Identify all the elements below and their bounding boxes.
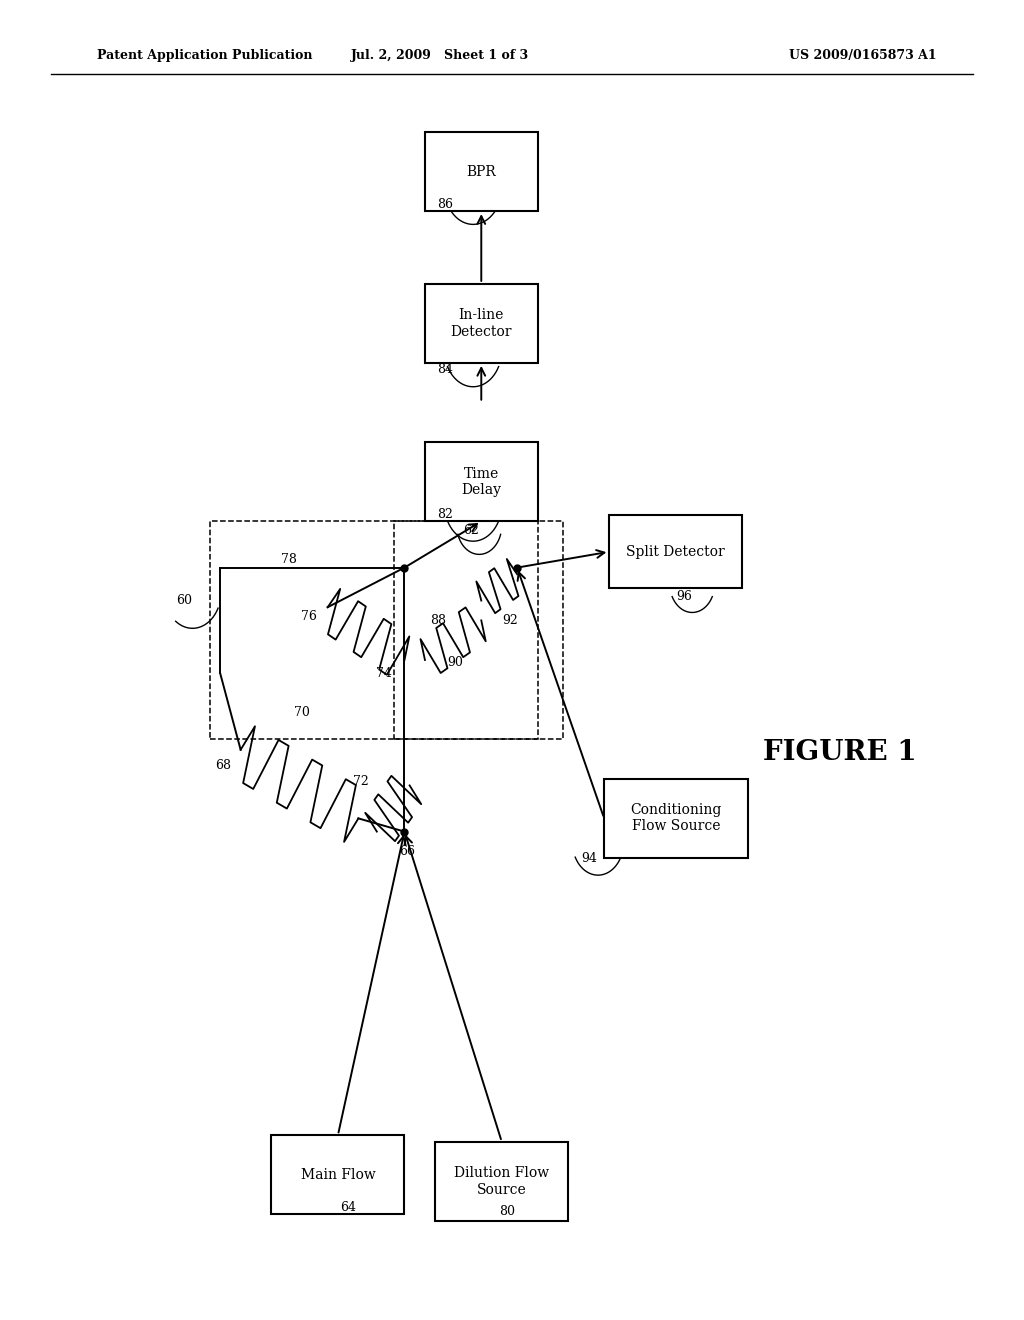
Bar [609, 516, 742, 589]
Bar [394, 521, 563, 739]
Text: 62: 62 [463, 524, 479, 537]
Bar [210, 521, 538, 739]
Text: 64: 64 [340, 1201, 356, 1214]
Text: BPR: BPR [466, 165, 497, 178]
Text: 66: 66 [399, 845, 416, 858]
Text: 94: 94 [581, 851, 597, 865]
Text: 70: 70 [294, 706, 310, 719]
Text: 96: 96 [676, 590, 692, 603]
Text: Jul. 2, 2009   Sheet 1 of 3: Jul. 2, 2009 Sheet 1 of 3 [351, 49, 529, 62]
Text: 74: 74 [376, 667, 392, 680]
Text: Main Flow: Main Flow [301, 1168, 375, 1181]
Text: 72: 72 [352, 775, 369, 788]
Bar [425, 132, 538, 211]
Text: FIGURE 1: FIGURE 1 [763, 739, 916, 766]
Text: 60: 60 [176, 594, 193, 607]
Text: 80: 80 [499, 1205, 515, 1218]
Text: 68: 68 [215, 759, 231, 772]
Text: 82: 82 [437, 508, 454, 521]
Text: 90: 90 [447, 656, 464, 669]
Text: 88: 88 [430, 614, 446, 627]
Text: In-line
Detector: In-line Detector [451, 309, 512, 338]
Text: Patent Application Publication: Patent Application Publication [97, 49, 312, 62]
Bar [271, 1135, 404, 1214]
Text: Conditioning
Flow Source: Conditioning Flow Source [630, 804, 722, 833]
Bar [604, 779, 748, 858]
Text: Dilution Flow
Source: Dilution Flow Source [455, 1167, 549, 1196]
Text: 84: 84 [437, 363, 454, 376]
Text: Time
Delay: Time Delay [461, 467, 502, 496]
Text: 78: 78 [281, 553, 297, 566]
Text: 86: 86 [437, 198, 454, 211]
Bar [425, 284, 538, 363]
Text: 76: 76 [301, 610, 317, 623]
Text: Split Detector: Split Detector [627, 545, 725, 558]
Text: 92: 92 [502, 614, 518, 627]
Text: US 2009/0165873 A1: US 2009/0165873 A1 [790, 49, 937, 62]
Bar [435, 1142, 568, 1221]
Bar [425, 442, 538, 521]
